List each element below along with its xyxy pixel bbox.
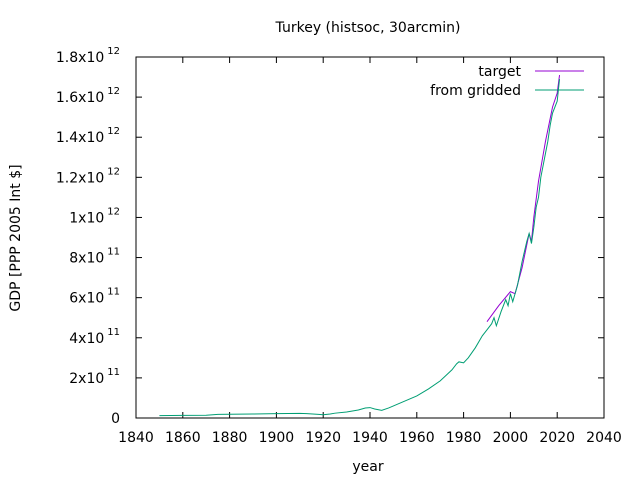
series-line-target: [486, 74, 561, 323]
y-tick-mantissa: 6x10: [69, 291, 104, 307]
y-tick-label: 8x10 11: [69, 247, 120, 267]
x-axis-ticks: 1840 1860 1880 1900 1920 1940 1960 1980 2000 2020…: [118, 57, 622, 446]
y-tick-exponent: 12: [107, 166, 120, 177]
legend: target from gridded: [430, 64, 584, 99]
y-tick-mantissa: 2x10: [69, 371, 104, 387]
y-tick-label: 1.2x10 12: [56, 166, 120, 186]
chart-title: Turkey (histsoc, 30arcmin): [275, 20, 461, 36]
y-tick-label: 1.6x10 12: [56, 86, 120, 106]
x-tick-label: 1860: [165, 430, 201, 446]
legend-label-target: target: [478, 64, 521, 80]
x-tick-label: 2000: [493, 430, 529, 446]
x-axis-label: year: [352, 459, 383, 475]
y-tick-mantissa: 1.8x10: [56, 50, 104, 66]
y-tick-exponent: 12: [107, 46, 120, 57]
y-tick-exponent: 11: [107, 247, 120, 258]
x-tick-label: 2040: [586, 430, 622, 446]
x-tick-label: 1900: [259, 430, 295, 446]
y-tick-label: 1.8x10 12: [56, 46, 120, 66]
x-tick-label: 2020: [539, 430, 575, 446]
y-tick-label: 1x10 12: [69, 206, 120, 226]
series-line-from-gridded: [159, 79, 561, 417]
y-tick-mantissa: 1.2x10: [56, 170, 104, 186]
x-tick-label: 1980: [446, 430, 482, 446]
y-tick-label: 4x10 11: [69, 327, 120, 347]
y-tick-label: 6x10 11: [69, 287, 120, 307]
x-tick-label: 1940: [352, 430, 388, 446]
x-tick-label: 1880: [212, 430, 248, 446]
series-layer: [159, 74, 561, 417]
y-tick-label: 0: [111, 411, 120, 427]
y-tick-exponent: 11: [107, 287, 120, 298]
y-tick-mantissa: 1.6x10: [56, 90, 104, 106]
y-tick-mantissa: 1.4x10: [56, 130, 104, 146]
y-tick-mantissa: 1x10: [69, 210, 104, 226]
y-tick-label: 1.4x10 12: [56, 126, 120, 146]
x-tick-label: 1920: [305, 430, 341, 446]
plot-frame: [135, 56, 605, 419]
x-tick-label: 1960: [399, 430, 435, 446]
y-tick-label: 2x10 11: [69, 367, 120, 387]
y-tick-exponent: 12: [107, 86, 120, 97]
y-tick-exponent: 11: [107, 327, 120, 338]
y-tick-mantissa: 8x10: [69, 251, 104, 267]
y-tick-exponent: 11: [107, 367, 120, 378]
legend-label-from-gridded: from gridded: [430, 83, 521, 99]
x-tick-label: 1840: [118, 430, 154, 446]
y-tick-mantissa: 4x10: [69, 331, 104, 347]
y-tick-mantissa: 0: [111, 411, 120, 427]
y-tick-exponent: 12: [107, 126, 120, 137]
y-tick-exponent: 12: [107, 206, 120, 217]
y-axis-label: GDP [PPP 2005 Int $]: [8, 164, 24, 311]
